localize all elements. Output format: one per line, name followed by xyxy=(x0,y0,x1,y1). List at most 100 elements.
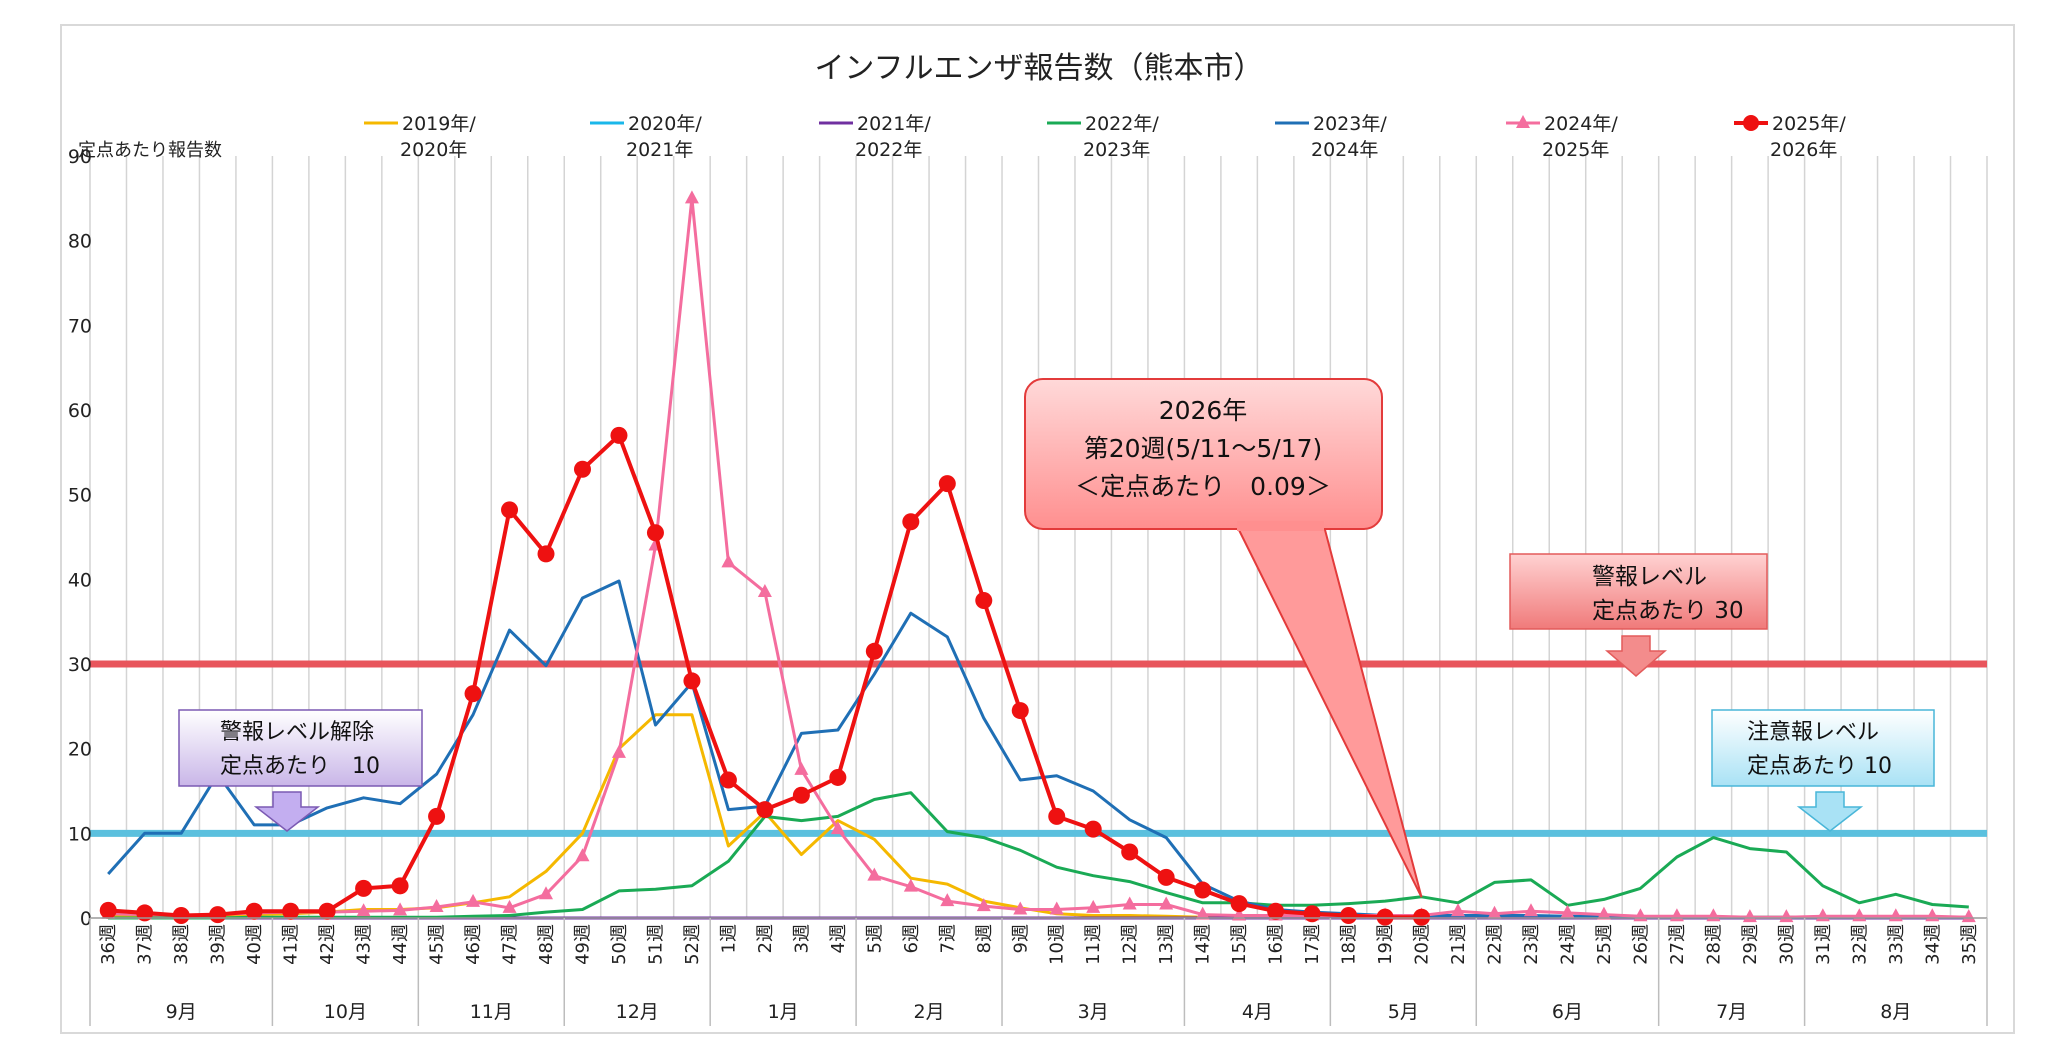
data-point xyxy=(1086,899,1101,913)
x-tick-label: 51週 xyxy=(645,924,666,965)
x-tick-label: 48週 xyxy=(536,924,557,965)
x-tick-label: 43週 xyxy=(354,924,375,965)
data-point xyxy=(646,524,664,542)
data-point xyxy=(1596,906,1611,920)
y-tick-label: 60 xyxy=(68,400,92,422)
y-tick-label: 20 xyxy=(68,739,92,761)
data-point xyxy=(575,848,590,862)
data-point xyxy=(464,685,482,703)
alert-end-title: 警報レベル解除 xyxy=(220,720,374,745)
data-point xyxy=(757,584,772,598)
x-tick-label: 18週 xyxy=(1339,924,1360,965)
x-tick-label: 30週 xyxy=(1776,924,1797,965)
data-point xyxy=(684,190,699,204)
x-tick-label: 47週 xyxy=(500,924,521,965)
x-tick-label: 11週 xyxy=(1083,924,1104,965)
y-tick-label: 90 xyxy=(68,146,92,168)
legend-label: 2022年/2023年 xyxy=(1083,113,1159,161)
legend-label: 2020年/2021年 xyxy=(626,113,702,161)
x-tick-label: 17週 xyxy=(1302,924,1323,965)
alert-level-box xyxy=(1509,553,1768,630)
x-tick-label: 40週 xyxy=(244,924,265,965)
data-point xyxy=(393,902,408,916)
data-point xyxy=(794,761,809,775)
legend-label: 2024年/2025年 xyxy=(1542,113,1618,161)
month-label: 12月 xyxy=(616,1001,659,1023)
data-point xyxy=(391,877,409,895)
y-tick-label: 10 xyxy=(68,823,92,845)
x-tick-label: 39週 xyxy=(208,924,229,965)
chart-canvas: 0 10 20 30 40 50 60 70 80 90 36週 37週 38週 39週 40週 41週 42週… xyxy=(68,51,1988,1026)
data-point xyxy=(502,899,517,913)
data-point xyxy=(683,672,701,690)
x-tick-label: 20週 xyxy=(1412,924,1433,965)
data-point xyxy=(903,878,918,892)
data-point xyxy=(830,821,845,835)
data-point xyxy=(756,801,774,819)
month-label: 1月 xyxy=(768,1001,799,1023)
chart-frame: 0 10 20 30 40 50 60 70 80 90 36週 37週 38週 39週 40週 41週 42週… xyxy=(60,24,2015,1034)
x-tick-label: 1週 xyxy=(718,924,739,953)
data-point xyxy=(1961,909,1976,923)
data-point xyxy=(1159,896,1174,910)
month-label: 9月 xyxy=(166,1001,197,1023)
x-tick-label: 19週 xyxy=(1375,924,1396,965)
x-tick-label: 4週 xyxy=(828,924,849,953)
series-line xyxy=(108,791,1969,920)
x-tick-label: 34週 xyxy=(1922,924,1943,965)
callout-pointer xyxy=(1235,525,1423,898)
callout-box xyxy=(1024,378,1383,530)
data-point xyxy=(1560,904,1575,918)
data-point xyxy=(1742,909,1757,923)
x-tick-label: 9週 xyxy=(1010,924,1031,953)
month-label: 4月 xyxy=(1242,1001,1273,1023)
data-point xyxy=(1340,906,1358,924)
x-tick-label: 12週 xyxy=(1120,924,1141,965)
data-point xyxy=(466,893,481,907)
data-point xyxy=(539,886,554,900)
x-tick-label: 52週 xyxy=(682,924,703,965)
data-point xyxy=(356,903,371,917)
data-point xyxy=(282,902,300,920)
x-tick-label: 21週 xyxy=(1448,924,1469,965)
x-tick-label: 36週 xyxy=(98,924,119,965)
callout-year: 2026年 xyxy=(1159,396,1248,425)
callout-value: ＜定点あたり 0.09＞ xyxy=(1075,472,1331,501)
x-tick-label: 24週 xyxy=(1557,924,1578,965)
data-point xyxy=(1157,868,1175,886)
x-tick-label: 31週 xyxy=(1813,924,1834,965)
x-tick-label: 2週 xyxy=(755,924,776,953)
data-point xyxy=(1267,902,1285,920)
alert-arrow-down-icon xyxy=(1604,635,1668,677)
data-point xyxy=(1122,896,1137,910)
data-point xyxy=(1451,903,1466,917)
month-label: 8月 xyxy=(1880,1001,1911,1023)
data-point xyxy=(1013,901,1028,915)
x-tick-label: 25週 xyxy=(1594,924,1615,965)
data-point xyxy=(1487,905,1502,919)
data-point xyxy=(940,893,955,907)
data-point xyxy=(865,642,883,660)
data-point xyxy=(610,426,628,444)
callout-joint xyxy=(1237,521,1324,531)
y-tick-label: 50 xyxy=(68,485,92,507)
data-point xyxy=(1121,843,1139,861)
y-tick-label: 30 xyxy=(68,654,92,676)
alert-level-value: 定点あたり 30 xyxy=(1592,598,1744,624)
x-tick-label: 41週 xyxy=(281,924,302,965)
x-tick-label: 46週 xyxy=(463,924,484,965)
month-label: 2月 xyxy=(914,1001,945,1023)
data-point xyxy=(136,904,154,922)
data-point xyxy=(318,902,336,920)
data-point xyxy=(1195,906,1210,920)
data-point xyxy=(975,592,993,609)
x-tick-label: 50週 xyxy=(609,924,630,965)
alert-level-title: 警報レベル xyxy=(1592,564,1707,590)
month-label: 11月 xyxy=(470,1001,513,1023)
data-point xyxy=(902,513,920,531)
data-point xyxy=(867,867,882,881)
x-tick-label: 42週 xyxy=(317,924,338,965)
data-point xyxy=(721,554,736,568)
data-point xyxy=(172,906,190,924)
x-tick-label: 35週 xyxy=(1959,924,1980,965)
